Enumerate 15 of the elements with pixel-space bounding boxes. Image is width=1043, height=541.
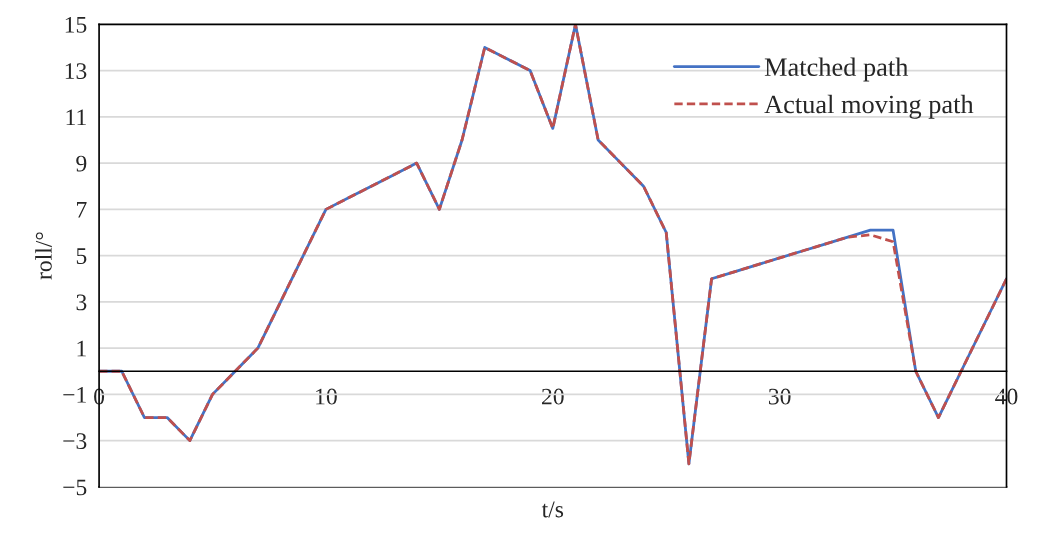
y-axis-title: roll/° xyxy=(35,232,52,280)
y-tick-label: 7 xyxy=(77,202,87,218)
y-tick-label: 5 xyxy=(76,248,87,265)
legend-label: Matched path xyxy=(764,57,909,82)
y-tick-label: 3 xyxy=(76,294,87,311)
y-tick-label: 11 xyxy=(66,109,86,126)
y-tick-label: −1 xyxy=(63,386,86,403)
x-axis-title: t/s xyxy=(541,501,564,518)
y-tick-label: 15 xyxy=(65,16,87,33)
y-tick-label: 9 xyxy=(76,155,87,172)
y-tick-label: −3 xyxy=(63,433,87,450)
y-tick-label: −5 xyxy=(63,479,87,496)
legend-label: Actual moving path xyxy=(764,94,974,119)
y-tick-label: 13 xyxy=(65,63,87,80)
y-tick-label: 1 xyxy=(77,340,86,357)
